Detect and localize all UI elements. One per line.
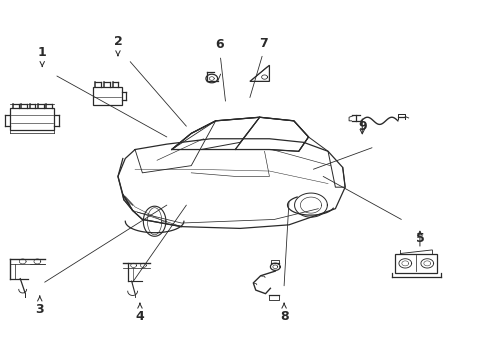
Text: 5: 5 — [416, 231, 424, 244]
Text: 4: 4 — [136, 310, 145, 324]
Text: 3: 3 — [35, 303, 44, 316]
Text: 9: 9 — [358, 121, 367, 134]
Text: 8: 8 — [280, 310, 289, 324]
Text: 1: 1 — [38, 46, 47, 59]
Text: 2: 2 — [114, 35, 122, 49]
Text: 6: 6 — [215, 38, 224, 51]
Text: 7: 7 — [259, 36, 268, 50]
